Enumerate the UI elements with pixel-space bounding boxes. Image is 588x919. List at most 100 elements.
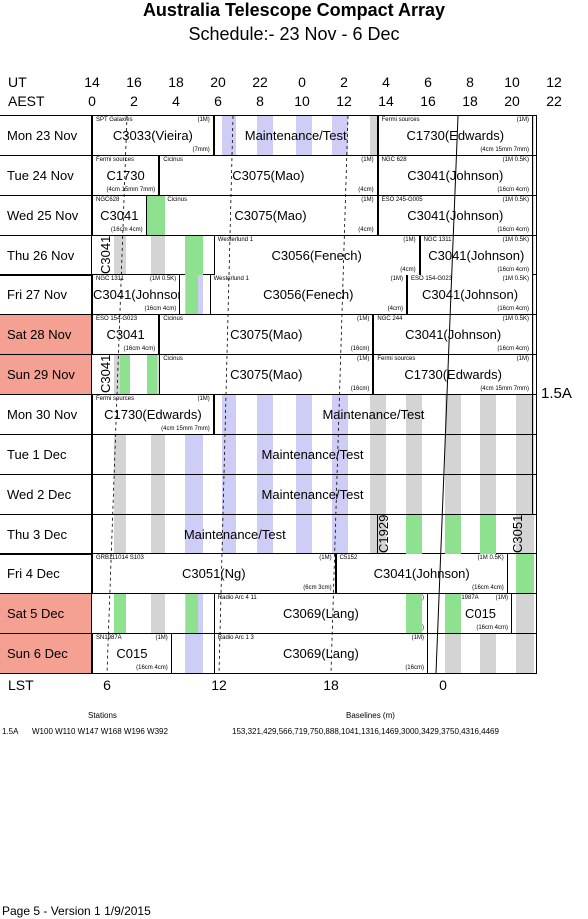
ut-tick: 20	[210, 74, 226, 90]
aest-tick: 10	[294, 93, 310, 109]
aest-tick: 6	[214, 93, 222, 109]
aest-tick: 20	[504, 93, 520, 109]
block-mode: (1M)	[155, 635, 168, 641]
lst-dashed-line	[218, 116, 234, 674]
block-note: (16cm)	[405, 665, 424, 671]
row-divider	[0, 673, 536, 674]
block-name: C1730(Edwards)	[406, 128, 505, 143]
block-source: ESO 154-G023	[411, 276, 453, 282]
block-name: C3069(Lang)	[282, 646, 359, 661]
schedule-block: SN1987A (1M) C015 (16cm 4cm)	[92, 634, 172, 673]
block-source: NGC 244	[377, 316, 403, 322]
block-source: Cicinus	[167, 197, 188, 203]
block-note: (16cm 4cm)	[497, 306, 529, 312]
block-note: (16cm 4cm)	[497, 187, 529, 193]
block-name: C3075(Mao)	[232, 168, 305, 183]
schedule-block: NGC 1311 (1M 0.5K) C3041(Johnson) (16cm 4cm…	[92, 275, 181, 314]
schedule-block: GRB111014 S103 (1M) C3051(Ng) (6cm 3cm)	[92, 554, 336, 593]
green-band	[406, 515, 422, 554]
schedule-block: Cicinus (1M) C3075(Mao) (16cm)	[159, 315, 374, 354]
ut-tick: 14	[581, 74, 588, 90]
block-name: C3075(Mao)	[230, 327, 303, 342]
baselines-heading: Baselines (m)	[346, 711, 395, 720]
row-divider	[0, 633, 536, 634]
schedule-block: NGC 244 (1M 0.5K) C3041(Johnson) (16cm 4cm)	[373, 315, 533, 354]
schedule-block: Maintenance/Test	[92, 515, 378, 554]
schedule-block: ESO 245-G005 (1M 0.5K) C3041(Johnson) (16cm…	[377, 196, 533, 235]
block-note: (16cm 4cm)	[136, 665, 168, 671]
aest-tick: 8	[256, 93, 264, 109]
aest-axis-label: AEST	[8, 93, 45, 109]
lst-tick: 6	[103, 677, 111, 693]
ut-tick: 6	[424, 74, 432, 90]
lst-tick: 0	[439, 677, 447, 693]
block-name: C3041(Johnson)	[373, 566, 470, 581]
schedule-block: Westerlund 1 (1M) C3056(Fenech) (4cm)	[213, 236, 420, 275]
schedule-block: NGC628 C3041 (16cm 4cm)	[92, 196, 147, 235]
block-note: (16cm 4cm)	[472, 585, 504, 591]
block-name: Maintenance/Test	[322, 407, 425, 422]
block-source: NGC 1311	[96, 276, 124, 282]
schedule-block: SPT Galaxies (1M) C3033(Vieira) (7mm)	[92, 116, 214, 155]
ut-tick: 22	[252, 74, 268, 90]
block-name: Maintenance/Test	[261, 487, 364, 502]
block-source: NGC 1311	[423, 237, 452, 243]
schedule-block: Fermi sources (1M) C1730(Edwards) (4cm 15mm…	[373, 355, 533, 394]
aest-tick: 4	[172, 93, 180, 109]
schedule-block: ESO 154-G023 C3041 (16cm 4cm)	[92, 315, 160, 354]
aest-tick: 14	[378, 93, 394, 109]
stations-heading: Stations	[88, 711, 117, 720]
ut-tick: 8	[466, 74, 474, 90]
block-mode: (1M)	[516, 117, 529, 123]
schedule-block: Radio Arc 1 3 (1M) C3069(Lang) (16cm)	[213, 634, 428, 673]
green-band	[516, 554, 534, 593]
block-note: (16cm 4cm)	[497, 346, 529, 352]
schedule-grid: Mon 23 Nov Tue 24 Nov Wed 25 Nov Thu 26 Nov…	[0, 115, 537, 674]
schedule-block: Maintenance/Test	[213, 395, 533, 434]
schedule-block: Maintenance/Test	[213, 116, 378, 155]
row-divider	[0, 434, 536, 435]
ut-tick: 12	[546, 74, 562, 90]
schedule-block: Maintenance/Test	[92, 475, 533, 514]
block-source: Fermi sources	[381, 117, 420, 123]
ut-tick: 16	[126, 74, 142, 90]
block-mode: (1M)	[197, 117, 210, 123]
block-mode: (1M)	[390, 276, 403, 282]
block-note: (4cm)	[358, 227, 374, 233]
block-name: Maintenance/Test	[183, 527, 286, 542]
day-label: Sun 6 Dec	[0, 634, 92, 674]
block-name: C3056(Fenech)	[263, 287, 354, 302]
block-source: NGC628	[96, 197, 120, 203]
green-band	[114, 594, 126, 633]
block-name: C3041(Johnson)	[407, 208, 504, 223]
block-source: Cicinus	[163, 356, 183, 362]
block-source: GRB111014 S103	[96, 555, 144, 561]
aest-tick: 0	[88, 93, 96, 109]
aest-tick: 18	[462, 93, 478, 109]
block-note: (16cm 4cm)	[123, 346, 156, 352]
block-name: C3051(Ng)	[182, 566, 246, 581]
block-mode: (1M)	[319, 555, 332, 561]
green-band	[120, 355, 130, 394]
block-source: Radio Arc 4 11	[217, 595, 257, 601]
block-name: C1730	[106, 168, 145, 183]
block-name: C1730(Edwards)	[404, 367, 502, 382]
block-note: (6cm 3cm)	[303, 585, 332, 591]
block-source: C5152	[339, 555, 358, 561]
row-divider	[0, 514, 536, 515]
block-note: (4cm)	[358, 187, 374, 193]
page-title: Australia Telescope Compact Array	[142, 0, 446, 20]
block-note: (4cm)	[400, 267, 416, 273]
green-band	[147, 355, 157, 394]
block-name: C3056(Fenech)	[271, 248, 362, 263]
block-name: C015	[116, 646, 148, 661]
block-name: C3041	[100, 208, 139, 223]
lst-tick: 18	[323, 677, 339, 693]
schedule-block: Fermi sources C1730 (4cm 15mm 7mm)	[92, 156, 160, 195]
green-band	[186, 275, 198, 314]
page-subtitle: Schedule:- 23 Nov - 6 Dec	[188, 24, 400, 44]
block-mode: (1M)	[403, 237, 416, 243]
block-mode: (1M)	[361, 157, 374, 163]
block-name: C3041(Johnson)	[93, 287, 181, 302]
block-note: (16cm 4cm)	[110, 227, 143, 233]
